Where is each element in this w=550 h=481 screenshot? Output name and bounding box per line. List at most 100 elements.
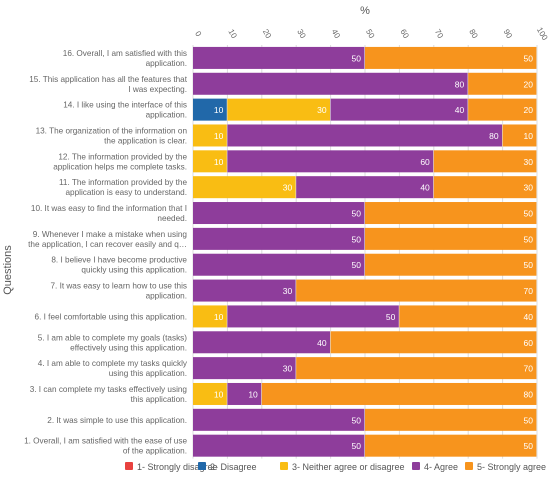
data-label: 30 xyxy=(283,286,293,296)
data-label: 50 xyxy=(524,415,534,425)
category-label: using this application. xyxy=(109,369,187,378)
data-label: 40 xyxy=(317,338,327,348)
bar-segment xyxy=(433,150,537,173)
category-label: 14. I like using the interface of this xyxy=(63,101,187,110)
category-label: 8. I believe I have become productive xyxy=(51,256,187,265)
data-label: 10 xyxy=(524,131,534,141)
legend-label: 3- Neither agree or disagree xyxy=(292,462,405,472)
bar-segment xyxy=(193,176,296,199)
data-label: 10 xyxy=(248,389,258,399)
bar-segment xyxy=(468,98,537,121)
y-axis-title: Questions xyxy=(2,245,14,295)
category-label: 3. I can complete my tasks effectively u… xyxy=(30,385,188,394)
category-label: application helps me complete tasks. xyxy=(53,162,187,171)
category-label: 10. It was easy to find the information … xyxy=(31,204,187,213)
x-tick-labels: 0 10 20 30 40 50 60 70 80 90 100 xyxy=(193,26,550,43)
category-label: needed. xyxy=(157,214,187,223)
x-tick-label: 20 xyxy=(261,28,274,41)
bar-segment xyxy=(193,72,468,95)
data-label: 70 xyxy=(524,286,534,296)
category-label: 6. I feel comfortable using this applica… xyxy=(35,312,187,321)
data-label: 30 xyxy=(524,157,534,167)
data-label: 80 xyxy=(455,79,465,89)
bar-segment xyxy=(227,150,434,173)
category-label: 1. Overall, I am satisfied with the ease… xyxy=(24,437,187,446)
category-label: the application, I can recover easily an… xyxy=(28,240,187,249)
category-label: effectively using this application. xyxy=(70,343,187,352)
data-label: 20 xyxy=(524,105,534,115)
bar-segment xyxy=(468,72,537,95)
legend-label: 4- Agree xyxy=(424,462,458,472)
legend-label: 5- Strongly agree xyxy=(477,462,546,472)
data-label: 50 xyxy=(352,234,362,244)
bar-segment xyxy=(296,176,434,199)
category-label: 16. Overall, I am satisfied with this xyxy=(63,49,187,58)
category-label: 12. The information provided by the xyxy=(58,152,187,161)
legend-swatch xyxy=(412,462,420,470)
data-label: 30 xyxy=(317,105,327,115)
bar-segment xyxy=(193,253,365,276)
bar-segment xyxy=(330,98,468,121)
data-label: 40 xyxy=(524,312,534,322)
data-label: 50 xyxy=(352,209,362,219)
bar-segment xyxy=(296,357,537,380)
data-label: 50 xyxy=(524,260,534,270)
bar-segment xyxy=(193,279,296,302)
data-label: 40 xyxy=(420,183,430,193)
bar-segment xyxy=(433,176,537,199)
data-label: 40 xyxy=(455,105,465,115)
data-label: 50 xyxy=(352,53,362,63)
bar-segment xyxy=(193,434,365,457)
category-label: application. xyxy=(146,292,187,301)
data-label: 50 xyxy=(524,441,534,451)
bar-segment xyxy=(365,227,537,250)
legend-label: 2- Disagree xyxy=(210,462,257,472)
legend-label: 1- Strongly disagree xyxy=(137,462,218,472)
data-label: 70 xyxy=(524,364,534,374)
bar-segment xyxy=(365,202,537,225)
data-label: 60 xyxy=(524,338,534,348)
category-labels: 16. Overall, I am satisfied with this app… xyxy=(24,49,188,456)
bar-segment xyxy=(227,382,262,405)
category-label: 4. I am able to complete my tasks quickl… xyxy=(38,359,188,368)
category-label: 9. Whenever I make a mistake when using xyxy=(33,230,188,239)
category-label: the application is clear. xyxy=(104,136,187,145)
bar-segment xyxy=(365,46,537,69)
data-label: 30 xyxy=(283,364,293,374)
data-label: 80 xyxy=(524,389,534,399)
bar-segment xyxy=(227,98,330,121)
x-tick-label: 70 xyxy=(433,28,446,41)
category-label: of the application. xyxy=(123,447,187,456)
legend-swatch xyxy=(198,462,206,470)
bar-segment xyxy=(296,279,537,302)
bar-segment xyxy=(365,434,537,457)
bar-segment xyxy=(193,98,227,121)
category-label: 15. This application has all the feature… xyxy=(29,75,188,84)
x-tick-label: 0 xyxy=(193,30,203,39)
x-tick-label: 40 xyxy=(330,28,343,41)
data-label: 50 xyxy=(386,312,396,322)
category-label: 7. It was easy to learn how to use this xyxy=(50,282,187,291)
bar-segment xyxy=(227,124,502,147)
data-label: 50 xyxy=(352,260,362,270)
data-label: 10 xyxy=(214,157,224,167)
x-tick-label: 60 xyxy=(398,28,411,41)
data-label: 30 xyxy=(524,183,534,193)
legend-swatch xyxy=(125,462,133,470)
bar-segment xyxy=(193,124,227,147)
bar-segment xyxy=(193,331,330,354)
category-label: application. xyxy=(146,111,187,120)
data-label: 50 xyxy=(524,209,534,219)
x-tick-label: 30 xyxy=(295,28,308,41)
bar-segment xyxy=(193,202,365,225)
data-label: 10 xyxy=(214,389,224,399)
category-label: I was expecting. xyxy=(128,85,187,94)
legend-swatch xyxy=(465,462,473,470)
x-tick-label: 80 xyxy=(467,28,480,41)
data-label: 10 xyxy=(214,131,224,141)
bar-segment xyxy=(365,408,537,431)
bar-segment xyxy=(261,382,537,405)
bar-segment xyxy=(193,227,365,250)
